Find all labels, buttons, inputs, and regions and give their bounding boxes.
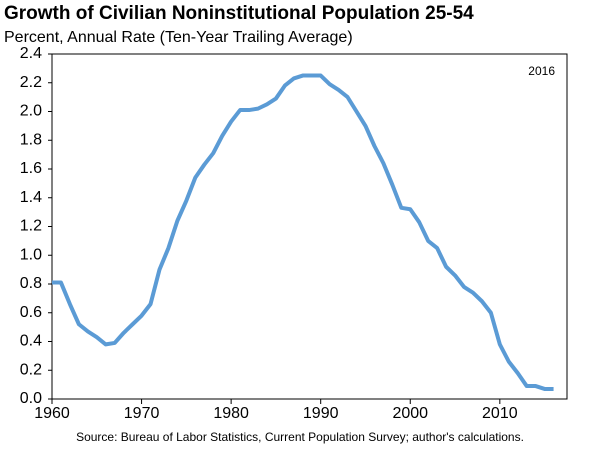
- y-tick-label: 1.8: [20, 131, 42, 148]
- source-note: Source: Bureau of Labor Statistics, Curr…: [76, 430, 524, 444]
- y-tick-label: 1.6: [20, 160, 42, 177]
- x-tick-label: 1990: [303, 405, 339, 422]
- y-tick-label: 1.4: [20, 189, 42, 206]
- y-tick-label: 2.2: [20, 74, 42, 91]
- x-tick-label: 2010: [482, 405, 518, 422]
- y-tick-label: 2.4: [20, 45, 42, 62]
- x-tick-label: 1960: [34, 405, 70, 422]
- y-tick-label: 0.4: [20, 333, 42, 350]
- x-tick-label: 1980: [213, 405, 249, 422]
- y-tick-label: 2.0: [20, 103, 42, 120]
- chart-title: Growth of Civilian Noninstitutional Popu…: [4, 3, 474, 24]
- y-tick-label: 0.2: [20, 361, 42, 378]
- y-tick-label: 1.2: [20, 218, 42, 235]
- annotation: 2016: [528, 64, 555, 78]
- x-tick-label: 2000: [392, 405, 428, 422]
- data-line: [52, 73, 554, 391]
- y-tick-label: 0.0: [20, 390, 42, 407]
- x-tick-label: 1970: [124, 405, 160, 422]
- y-tick-label: 0.6: [20, 304, 42, 321]
- plot-frame: [51, 53, 568, 400]
- y-tick-label: 0.8: [20, 275, 42, 292]
- chart-subtitle: Percent, Annual Rate (Ten-Year Trailing …: [4, 29, 353, 46]
- y-tick-label: 1.0: [20, 246, 42, 263]
